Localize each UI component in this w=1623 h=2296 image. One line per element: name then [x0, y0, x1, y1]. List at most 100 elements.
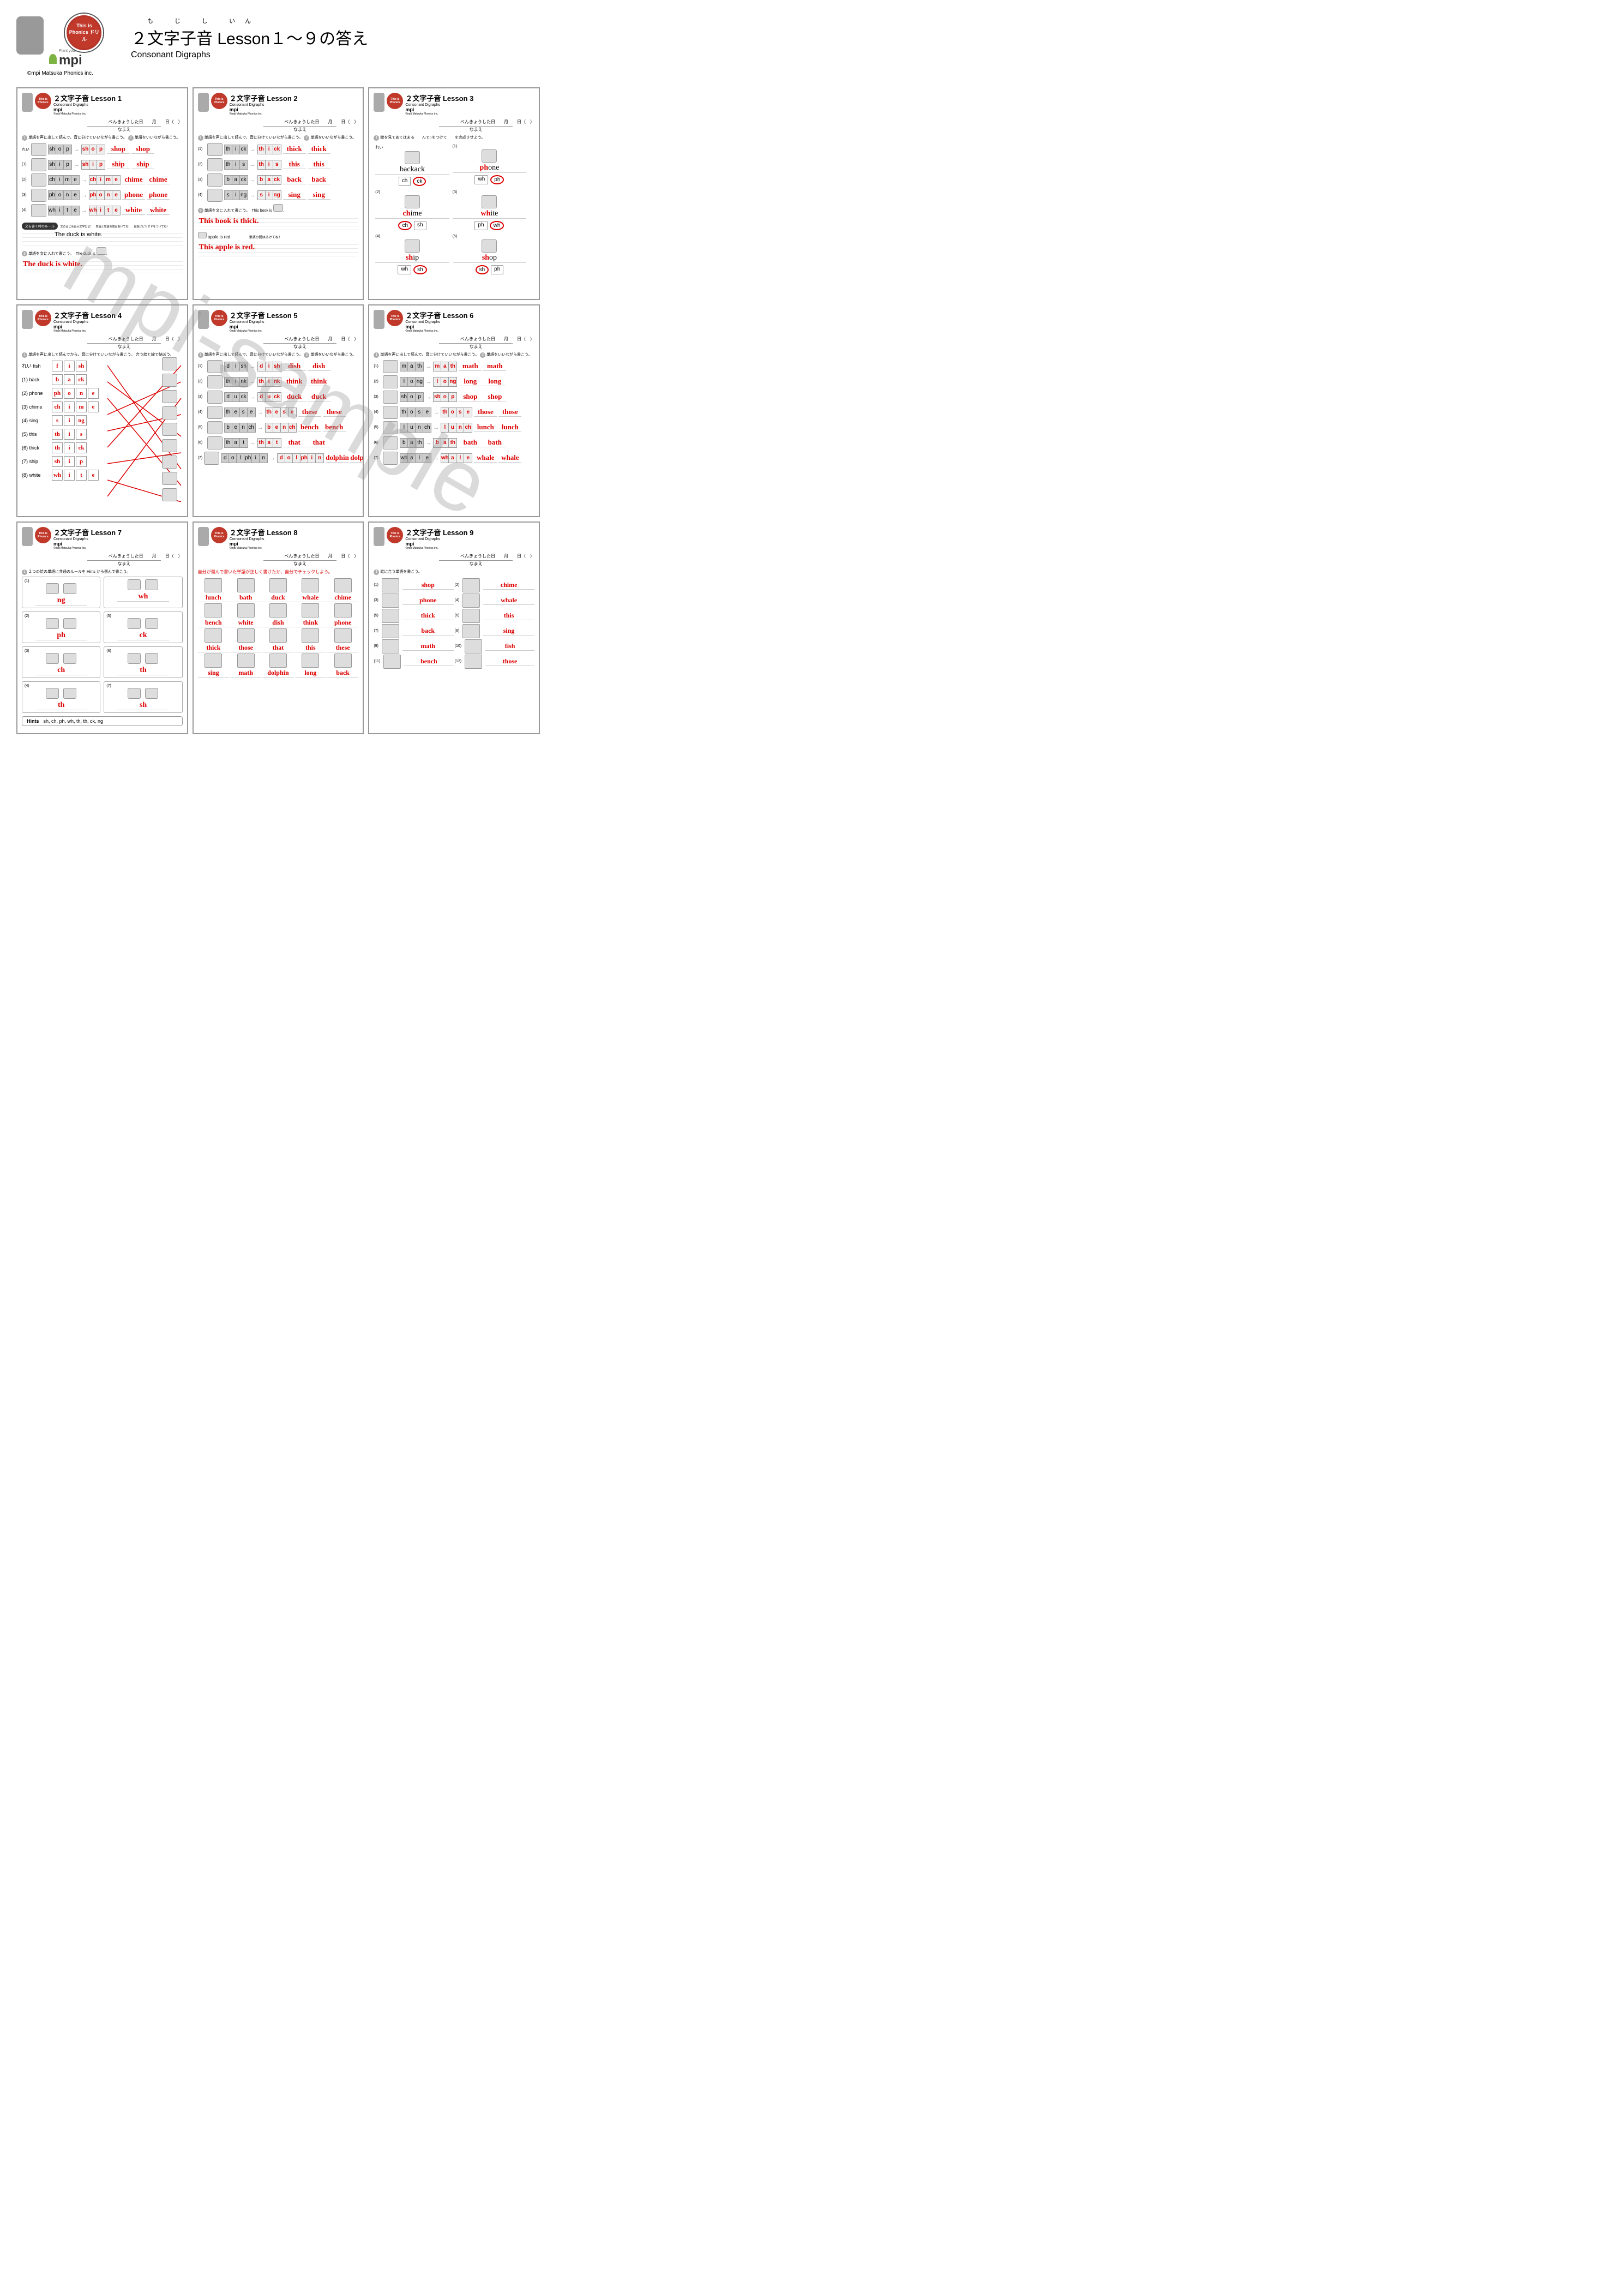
phonics-logo-icon: This is Phonics — [35, 310, 51, 326]
word-cell: (8) sing — [455, 624, 534, 638]
l3-item: (3) white phwh — [453, 190, 527, 230]
picture-icon — [382, 594, 399, 608]
instruction: 1２つの絵の単語に共通のルールを Hints から選んで書こう。 — [22, 569, 183, 575]
lesson-3-card: This is Phonics ２文字子音 Lesson 3 Consonant… — [368, 87, 540, 300]
hints-label: Hints — [27, 718, 39, 724]
word-cell: (2) chime — [455, 578, 534, 592]
l7-cell: (2) ph — [22, 612, 100, 643]
word-row: (1)ship→shipshipship — [22, 158, 183, 171]
word-cell: (1) shop — [374, 578, 453, 592]
picture-icon — [334, 603, 352, 618]
picture-icon — [334, 654, 352, 668]
l3-item: (2) chime chsh — [375, 190, 449, 230]
date-line: べんきょうした日 月 日（ ） — [374, 336, 534, 342]
card-title: ２文字子音 Lesson 3 — [405, 93, 534, 103]
word-cell: white — [230, 603, 261, 627]
picture-icon — [207, 375, 223, 388]
card-subtitle: Consonant Digraphs — [405, 103, 534, 107]
l7-cell: (3) ch — [22, 646, 100, 678]
card-copyright: ©mpi Matsuka Phonics inc. — [53, 112, 183, 116]
picture-icon — [465, 655, 482, 669]
seedling-icon — [49, 54, 57, 64]
picture-icon — [383, 655, 401, 669]
phonics-logo-icon: This is Phonics — [211, 310, 227, 326]
card-subtitle: Consonant Digraphs — [405, 537, 534, 541]
picture-icon — [334, 578, 352, 592]
answer-line: The duck is white. — [22, 258, 183, 273]
card-title: ２文字子音 Lesson 5 — [230, 310, 359, 320]
picture-icon — [31, 173, 46, 187]
picture-icon — [269, 628, 287, 643]
l3-sample: れい backack chck — [375, 145, 449, 186]
phonics-logo-icon: This is Phonics — [387, 93, 403, 109]
prompt: apple is red. — [208, 235, 232, 239]
name-label: なまえ — [263, 560, 337, 567]
word-cell: bath — [230, 578, 261, 602]
picture-icon — [31, 143, 46, 156]
mpi-small: mpi — [53, 541, 183, 547]
picture-column — [162, 357, 183, 505]
card-copyright: ©mpi Matsuka Phonics inc. — [230, 112, 359, 116]
picture-icon — [207, 360, 223, 373]
copyright: ©mpi Matsuka Phonics inc. — [27, 70, 120, 76]
date-line: べんきょうした日 月 日（ ） — [374, 119, 534, 125]
phonics-logo-icon: This is Phonics — [211, 93, 227, 109]
word-row: (1)math→mathmathmath — [374, 360, 534, 373]
picture-icon — [462, 609, 480, 623]
picture-icon — [205, 628, 222, 643]
lesson-5-card: This is Phonics ２文字子音 Lesson 5 Consonant… — [193, 304, 364, 517]
word-cell: (9) math — [374, 639, 453, 654]
instruction: 1単語を声に出して読んで、音に分けていいながら書こう。 2単語をいいながら書こう… — [22, 135, 183, 141]
picture-icon — [382, 578, 399, 592]
word-cell: sing — [198, 654, 229, 678]
phonics-logo-icon: This is Phonics — [387, 527, 403, 543]
card-subtitle: Consonant Digraphs — [230, 103, 359, 107]
word-cell: chime — [327, 578, 358, 602]
picture-icon — [302, 603, 319, 618]
fill-instruction: 3単語を文に入れて書こう。 The duck is . — [22, 247, 183, 257]
mpi-small: mpi — [230, 541, 359, 547]
rule-text: 文のはじめは大文字だよ！ 単語と単語の間はあけてね！ 最後にピリオドをつけてね！ — [60, 225, 169, 229]
mpi-small: mpi — [230, 107, 359, 112]
card-copyright: ©mpi Matsuka Phonics inc. — [405, 329, 534, 333]
page-title: ２文字子音 Lesson１〜９の答え — [131, 25, 540, 49]
picture-icon — [207, 173, 223, 187]
card-copyright: ©mpi Matsuka Phonics inc. — [53, 547, 183, 550]
mascot-icon — [198, 527, 209, 546]
word-row: (2)this→thisthisthis — [198, 158, 359, 171]
word-row: (7)whale→whalewhalewhale — [374, 452, 534, 465]
hints-box: Hints sh, ch, ph, wh, th, th, ck, ng — [22, 716, 183, 726]
picture-icon — [382, 609, 399, 623]
card-subtitle: Consonant Digraphs — [405, 320, 534, 324]
word-row: (1)thick→thickthickthick — [198, 143, 359, 156]
picture-icon — [237, 603, 255, 618]
title-block: も じ し いん ２文字子音 Lesson１〜９の答え Consonant Di… — [131, 16, 540, 60]
card-copyright: ©mpi Matsuka Phonics inc. — [230, 329, 359, 333]
picture-icon — [334, 628, 352, 643]
lesson-4-card: This is Phonics ２文字子音 Lesson 4 Consonant… — [16, 304, 188, 517]
name-label: なまえ — [87, 343, 161, 350]
page-subtitle: Consonant Digraphs — [131, 50, 540, 60]
word-row: (3)back→backbackback — [198, 173, 359, 187]
picture-icon — [207, 391, 223, 404]
word-row: (4)these→thesethesethese — [198, 406, 359, 419]
word-cell: (12) those — [455, 655, 534, 669]
l7-cell: (4) th — [22, 681, 100, 713]
picture-icon — [383, 436, 398, 449]
date-line: べんきょうした日 月 日（ ） — [198, 336, 359, 342]
word-row: (6)bath→bathbathbath — [374, 436, 534, 449]
name-label: なまえ — [439, 343, 513, 350]
picture-icon — [205, 578, 222, 592]
name-label: なまえ — [87, 560, 161, 567]
answer-line-2: This apple is red. — [198, 241, 359, 256]
picture-icon — [207, 436, 223, 449]
phonics-logo-icon: This is Phonics — [211, 527, 227, 543]
word-row: (1)dish→dishdishdish — [198, 360, 359, 373]
word-row: (6)that→thatthatthat — [198, 436, 359, 449]
l3-item: (5) shop shph — [453, 235, 527, 274]
card-subtitle: Consonant Digraphs — [53, 320, 183, 324]
picture-icon — [237, 628, 255, 643]
answer-line-1: This book is thick. — [198, 215, 359, 230]
card-title: ２文字子音 Lesson 7 — [53, 527, 183, 537]
mascot-icon — [374, 93, 384, 112]
